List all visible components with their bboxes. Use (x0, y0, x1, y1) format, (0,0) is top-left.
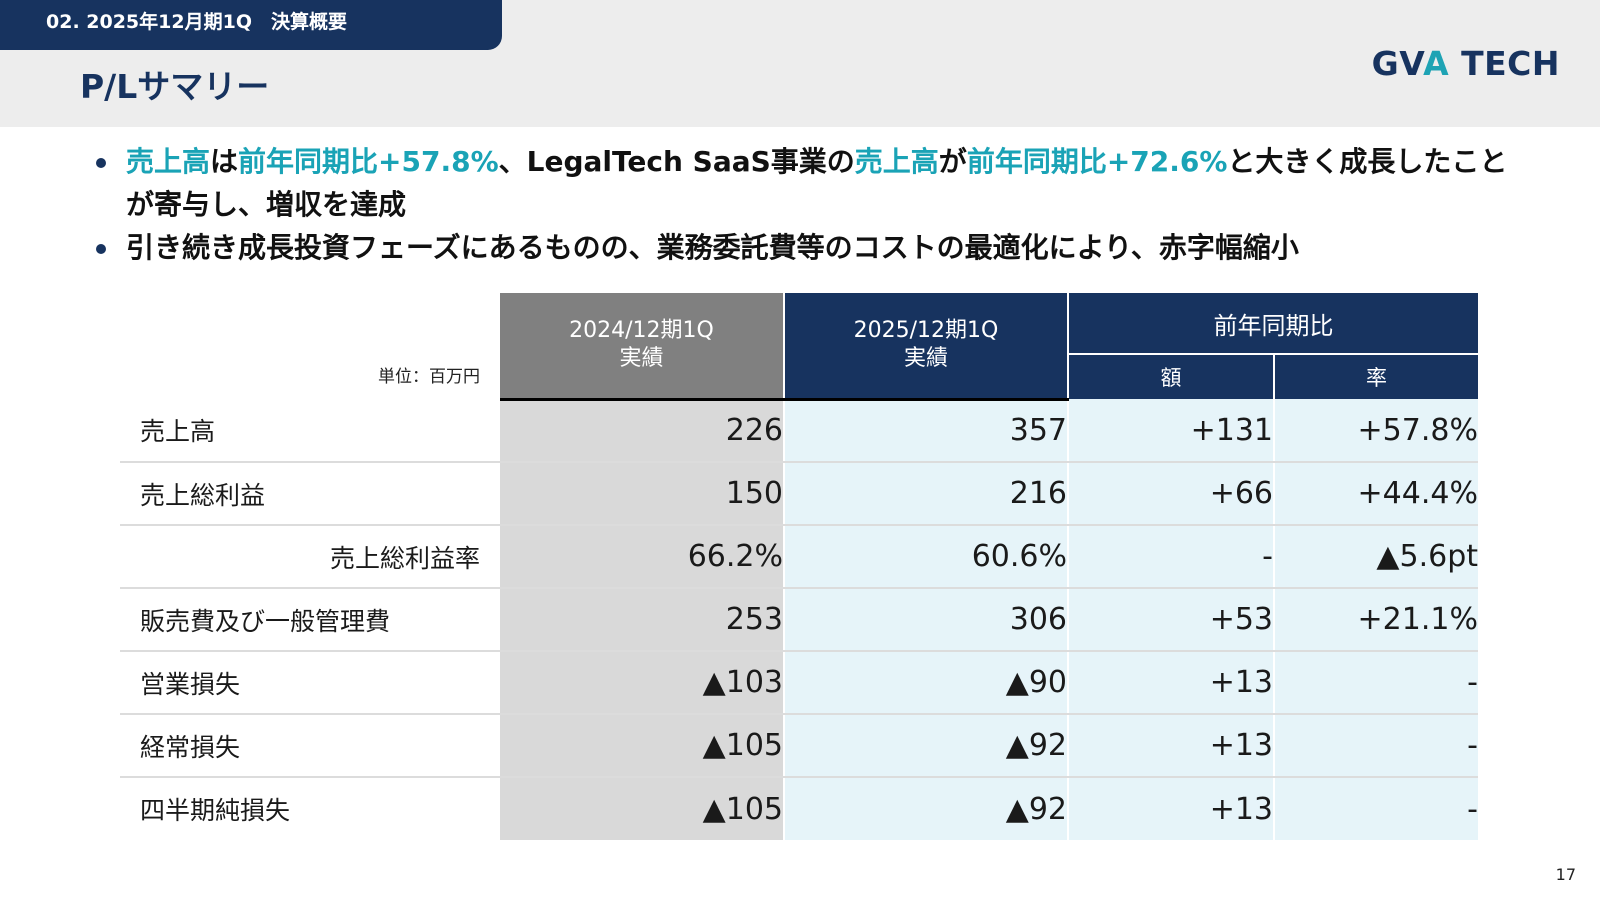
current-value: ▲92 (783, 777, 1068, 840)
yoy-amount: +66 (1067, 462, 1274, 526)
unit-header-cell: 単位：百万円 (120, 293, 500, 399)
yoy-rate: +57.8% (1273, 399, 1478, 463)
yoy-rate: - (1273, 777, 1478, 840)
yoy-amount: +53 (1067, 588, 1274, 652)
bullet-revenue-growth: 売上高は前年同期比+57.8%、LegalTech SaaS事業の売上高が前年同… (92, 140, 1532, 226)
cur-sub-label: 実績 (903, 346, 948, 372)
prev-value: ▲105 (500, 777, 784, 840)
current-value: 306 (783, 588, 1068, 652)
column-header-prev: 2024/12期1Q 実績 (500, 293, 784, 401)
yoy-amount: +13 (1067, 777, 1274, 840)
highlight-text: 売上高 (854, 145, 939, 178)
summary-bullets: 売上高は前年同期比+57.8%、LegalTech SaaS事業の売上高が前年同… (92, 140, 1532, 269)
yoy-amount: +13 (1067, 651, 1274, 715)
prev-value: ▲105 (500, 714, 784, 778)
row-label: 営業損失 (120, 651, 500, 715)
unit-label: 単位：百万円 (378, 367, 480, 387)
bullet-text: は (210, 145, 239, 178)
section-label: 02. 2025年12月期1Q 決算概要 (0, 0, 502, 50)
page-title: P/Lサマリー (80, 67, 270, 106)
prev-value: 226 (500, 399, 784, 463)
row-label: 経常損失 (120, 714, 500, 778)
yoy-amount: - (1067, 525, 1274, 589)
prev-value: 253 (500, 588, 784, 652)
row-label: 四半期純損失 (120, 777, 500, 840)
highlight-text: 前年同期比+57.8% (238, 145, 499, 178)
bullet-text: 、LegalTech SaaS事業の (498, 145, 855, 178)
bullet-cost-optimization: 引き続き成長投資フェーズにあるものの、業務委託費等のコストの最適化により、赤字幅… (92, 226, 1532, 269)
bullet-text: が (938, 145, 967, 178)
table-row: 売上総利益 150 216 +66 +44.4% (120, 462, 1478, 526)
row-label: 売上高 (120, 399, 500, 463)
prev-period-label: 2024/12期1Q (569, 318, 714, 344)
current-value: 60.6% (783, 525, 1068, 589)
row-label: 販売費及び一般管理費 (120, 588, 500, 652)
company-logo: GVA TECH (1372, 44, 1560, 83)
current-value: 357 (783, 399, 1068, 463)
column-header-current: 2025/12期1Q 実績 (783, 293, 1068, 401)
yoy-rate: - (1273, 651, 1478, 715)
highlight-text: 前年同期比+72.6% (966, 145, 1228, 178)
bullet-dot-icon (96, 158, 106, 168)
current-value: 216 (783, 462, 1068, 526)
yoy-amount: +131 (1067, 399, 1274, 463)
prev-value: ▲103 (500, 651, 784, 715)
logo-prefix: GV (1371, 44, 1424, 83)
row-label: 売上総利益率 (120, 525, 500, 589)
prev-sub-label: 実績 (619, 346, 664, 372)
current-value: ▲90 (783, 651, 1068, 715)
column-header-amount: 額 (1067, 353, 1274, 399)
logo-suffix: TECH (1449, 44, 1560, 83)
table-row: 売上総利益率 66.2% 60.6% - ▲5.6pt (120, 525, 1478, 589)
column-header-rate: 率 (1273, 353, 1478, 399)
bullet-text: と大きく成長したことが寄与し、増収を達成 (126, 145, 1508, 221)
column-header-yoy: 前年同期比 (1067, 293, 1478, 355)
table-row: 経常損失 ▲105 ▲92 +13 - (120, 714, 1478, 778)
table-row: 販売費及び一般管理費 253 306 +53 +21.1% (120, 588, 1478, 652)
pl-summary-table: 単位：百万円 2024/12期1Q 実績 2025/12期1Q 実績 前年同期比… (120, 293, 1478, 840)
bullet-dot-icon (96, 244, 106, 254)
prev-value: 150 (500, 462, 784, 526)
prev-value: 66.2% (500, 525, 784, 589)
table-row: 売上高 226 357 +131 +57.8% (120, 399, 1478, 463)
bullet-text: 引き続き成長投資フェーズにあるものの、業務委託費等のコストの最適化により、赤字幅… (126, 231, 1299, 264)
table-row: 四半期純損失 ▲105 ▲92 +13 - (120, 777, 1478, 840)
yoy-rate: +21.1% (1273, 588, 1478, 652)
yoy-rate: ▲5.6pt (1273, 525, 1478, 589)
highlight-text: 売上高 (126, 145, 211, 178)
current-value: ▲92 (783, 714, 1068, 778)
cur-period-label: 2025/12期1Q (853, 318, 999, 344)
logo-accent: A (1423, 44, 1450, 83)
table-row: 営業損失 ▲103 ▲90 +13 - (120, 651, 1478, 715)
yoy-amount: +13 (1067, 714, 1274, 778)
yoy-rate: - (1273, 714, 1478, 778)
page-number: 17 (1555, 865, 1576, 884)
row-label: 売上総利益 (120, 462, 500, 526)
yoy-rate: +44.4% (1273, 462, 1478, 526)
